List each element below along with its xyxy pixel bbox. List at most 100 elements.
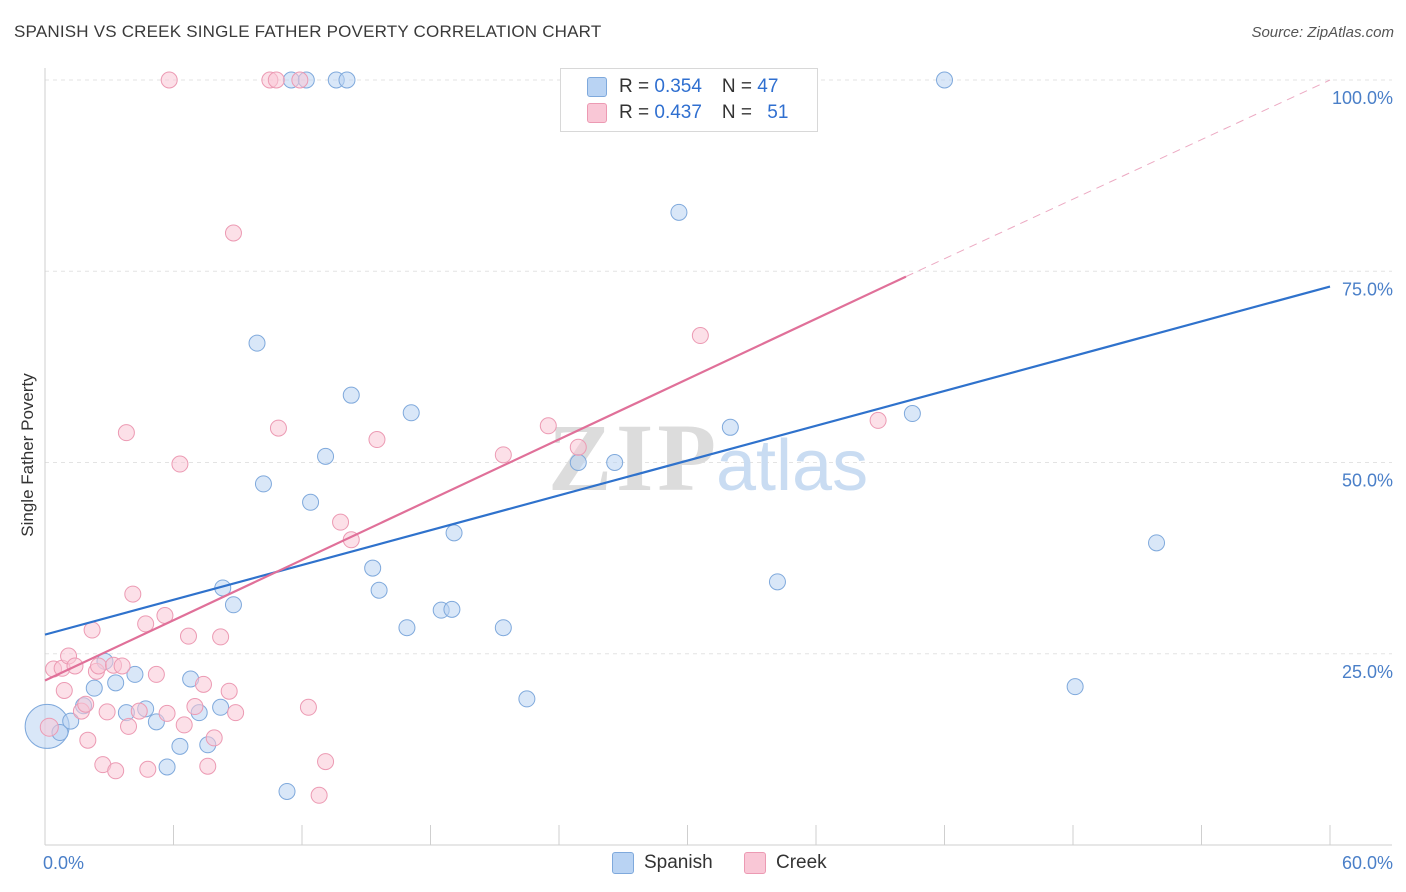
creek-legend-swatch	[744, 852, 766, 874]
tick-labels: 25.0% 50.0% 75.0% 100.0% 0.0% 60.0%	[43, 88, 1393, 873]
creek-point	[137, 615, 155, 633]
creek-r-value: 0.437	[654, 102, 702, 123]
creek-point	[117, 424, 135, 442]
bottom-legend-creek[interactable]: Creek	[744, 852, 827, 874]
spanish-point	[338, 71, 356, 89]
x-tick-label-min: 0.0%	[43, 853, 84, 873]
spanish-point	[317, 447, 335, 465]
spanish-point	[402, 404, 420, 422]
y-tick-label: 75.0%	[1342, 279, 1393, 299]
spanish-n-label: N =	[721, 76, 758, 97]
y-tick-label: 25.0%	[1342, 662, 1393, 682]
creek-point	[317, 753, 335, 771]
creek-trend-line-extension	[905, 79, 1331, 278]
creek-point	[171, 455, 189, 473]
creek-trend-line	[44, 275, 907, 682]
spanish-point	[569, 454, 587, 471]
creek-point	[130, 702, 148, 720]
spanish-point	[445, 524, 463, 542]
creek-legend-label: Creek	[776, 852, 827, 873]
spanish-point	[278, 782, 296, 800]
creek-point	[494, 446, 512, 464]
creek-point	[220, 682, 238, 700]
creek-point	[539, 417, 557, 435]
creek-point	[120, 717, 138, 735]
creek-point	[90, 657, 108, 675]
creek-point	[175, 716, 193, 734]
correlation-legend: R = 0.354 N = 47 R = 0.437 N = 51	[560, 68, 818, 132]
spanish-point	[224, 596, 242, 614]
x-tick-label-max: 60.0%	[1342, 853, 1393, 873]
spanish-point	[370, 581, 388, 599]
spanish-point	[494, 619, 512, 637]
creek-point	[368, 431, 386, 449]
spanish-legend-swatch	[612, 852, 634, 874]
spanish-point	[606, 454, 624, 471]
creek-point	[124, 585, 142, 603]
creek-point	[39, 717, 59, 737]
data-points	[24, 71, 1166, 804]
spanish-point	[721, 418, 739, 436]
watermark: ZIP atlas	[548, 404, 868, 511]
spanish-point	[936, 71, 953, 89]
legend-row-creek: R = 0.437 N = 51	[561, 100, 788, 126]
spanish-point	[302, 493, 320, 511]
creek-point	[212, 628, 230, 646]
spanish-point	[158, 758, 176, 776]
creek-point	[332, 513, 350, 531]
spanish-point	[1066, 678, 1084, 696]
creek-point	[205, 729, 223, 747]
creek-point	[79, 731, 97, 749]
spanish-point	[364, 559, 382, 577]
creek-point	[291, 71, 309, 89]
spanish-point	[670, 203, 688, 221]
spanish-r-label: R =	[619, 76, 655, 97]
creek-point	[98, 703, 116, 721]
creek-point	[113, 657, 131, 675]
spanish-point	[1148, 534, 1166, 552]
spanish-point	[248, 334, 266, 352]
creek-point	[147, 665, 165, 683]
spanish-point	[212, 698, 230, 716]
spanish-point	[62, 712, 80, 730]
spanish-point	[171, 737, 189, 755]
creek-point	[269, 419, 287, 437]
creek-point	[224, 224, 242, 242]
bottom-legend-spanish[interactable]: Spanish	[612, 852, 713, 874]
spanish-legend-label: Spanish	[644, 852, 713, 873]
creek-point	[107, 762, 125, 780]
creek-point	[179, 627, 197, 645]
spanish-n-value: 47	[757, 76, 779, 97]
spanish-point	[107, 674, 125, 692]
creek-point	[569, 438, 587, 456]
spanish-point	[518, 690, 536, 708]
creek-point	[158, 704, 176, 722]
creek-point	[77, 695, 95, 713]
spanish-point	[443, 600, 461, 618]
spanish-point	[398, 619, 416, 637]
y-tick-label: 50.0%	[1342, 471, 1393, 491]
spanish-point	[126, 665, 144, 683]
creek-point	[199, 757, 217, 775]
creek-point	[139, 760, 157, 778]
creek-point	[227, 704, 245, 722]
creek-point	[267, 71, 285, 89]
creek-point	[299, 698, 317, 716]
spanish-point	[903, 405, 921, 423]
axes	[44, 68, 1392, 846]
gridlines	[45, 79, 1392, 655]
spanish-r-value: 0.354	[654, 76, 702, 97]
creek-point	[194, 675, 212, 693]
spanish-point	[254, 475, 272, 493]
creek-r-label: R =	[619, 102, 655, 123]
trend-lines	[44, 79, 1331, 682]
spanish-point	[85, 679, 103, 697]
y-tick-label: 100.0%	[1332, 88, 1393, 108]
creek-point	[186, 698, 204, 716]
creek-point	[55, 681, 73, 699]
spanish-trend-line	[44, 285, 1331, 636]
source-label: Source: ZipAtlas.com	[1251, 24, 1394, 41]
spanish-point	[768, 573, 786, 591]
spanish-swatch	[587, 77, 607, 97]
